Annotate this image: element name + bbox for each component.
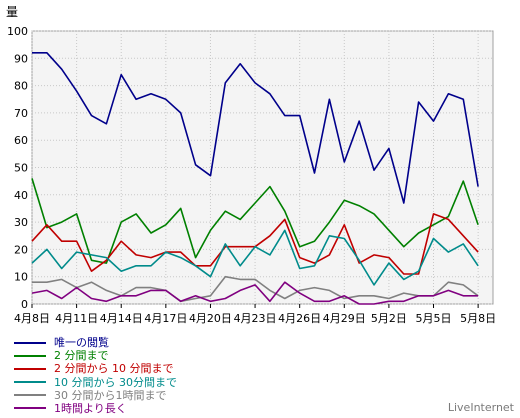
x-tick-label: 4月26日 <box>278 312 321 325</box>
legend-swatch <box>14 407 46 410</box>
y-tick-label: 100 <box>7 25 28 38</box>
legend-swatch <box>14 394 46 397</box>
x-tick-label: 5月5日 <box>416 312 452 325</box>
series-lines <box>31 51 479 305</box>
legend: 唯一の閲覧 2 分間まで 2 分間から 10 分間まで 10 分間から 30分間まで 3… <box>14 336 177 415</box>
x-tick-label: 4月23日 <box>234 312 277 325</box>
y-tick-label: 50 <box>14 162 28 175</box>
legend-item: 10 分間から 30分間まで <box>14 376 177 389</box>
y-tick-label: 80 <box>14 80 28 93</box>
legend-label: 30 分間から1時間まで <box>54 388 167 402</box>
grid <box>31 30 493 305</box>
x-tick-label: 4月29日 <box>323 312 366 325</box>
y-tick-label: 0 <box>21 298 28 311</box>
x-tick-label: 4月11日 <box>55 312 98 325</box>
y-tick-label: 40 <box>14 189 28 202</box>
legend-item: 2 分間から 10 分間まで <box>14 362 177 375</box>
legend-label: 唯一の閲覧 <box>54 336 109 349</box>
watermark-liveinternet: LiveInternet <box>447 401 514 414</box>
y-tick-label: 30 <box>14 216 28 229</box>
x-tick-label: 4月8日 <box>14 312 50 325</box>
legend-label: 10 分間から 30分間まで <box>54 375 177 389</box>
legend-label: 2 分間から 10 分間まで <box>54 362 174 376</box>
x-tick-label: 5月8日 <box>460 312 496 325</box>
legend-swatch <box>14 341 46 344</box>
legend-item: 30 分間から1時間まで <box>14 389 177 402</box>
y-tick-label: 60 <box>14 134 28 147</box>
y-axis-label: 量 <box>6 5 18 19</box>
series-line-4 <box>32 275 479 303</box>
series-line-3 <box>31 229 479 286</box>
y-tick-label: 20 <box>14 243 28 256</box>
legend-swatch <box>14 381 46 384</box>
series-line-1 <box>31 178 479 264</box>
legend-swatch <box>14 354 46 357</box>
legend-item: 唯一の閲覧 <box>14 336 177 349</box>
y-tick-label: 10 <box>14 271 28 284</box>
legend-label: 1時間より長く <box>54 401 127 415</box>
series-line-0 <box>32 51 479 204</box>
x-tick-label: 4月17日 <box>144 312 187 325</box>
y-tick-label: 90 <box>14 52 28 65</box>
y-axis-ticks: 0 10 20 30 40 50 60 70 80 90 100 <box>7 25 28 311</box>
legend-swatch <box>14 367 46 370</box>
x-tick-label: 4月20日 <box>189 312 232 325</box>
series-line-5 <box>31 281 479 305</box>
legend-label: 2 分間まで <box>54 349 109 363</box>
x-tick-label: 4月14日 <box>100 312 143 325</box>
x-tick-label: 5月2日 <box>371 312 407 325</box>
x-axis-ticks: 4月8日 4月11日 4月14日 4月17日 4月20日 4月23日 4月26日 4月29日 5… <box>14 304 496 325</box>
legend-item: 2 分間まで <box>14 349 177 362</box>
legend-item: 1時間より長く <box>14 402 177 415</box>
y-tick-label: 70 <box>14 107 28 120</box>
